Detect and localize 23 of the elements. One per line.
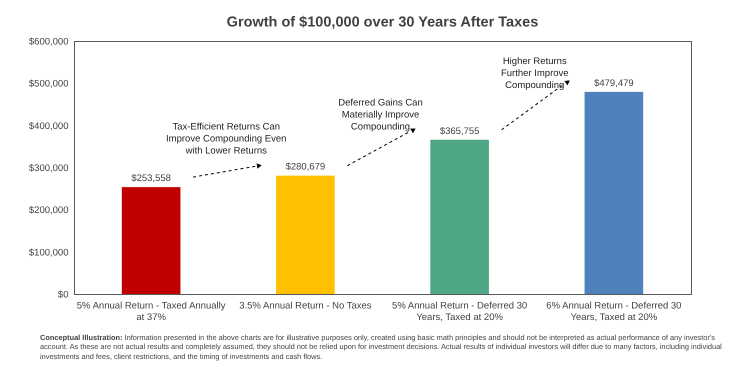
y-tick-label: $200,000 bbox=[28, 205, 68, 216]
bar bbox=[122, 187, 180, 294]
data-label: $280,679 bbox=[286, 162, 326, 173]
annotation: Tax-Efficient Returns Can Improve Compounding Even with Lower Returns bbox=[166, 121, 286, 156]
y-tick-label: $400,000 bbox=[28, 120, 68, 132]
chart-title: Growth of $100,000 over 30 Years After Taxes bbox=[226, 14, 538, 30]
y-tick-label: $0 bbox=[58, 290, 68, 300]
data-label: $365,755 bbox=[440, 126, 480, 137]
bar bbox=[430, 140, 489, 294]
annotation: Deferred Gains Can Materially Improve Compounding bbox=[338, 98, 423, 133]
y-tick-label: $500,000 bbox=[28, 78, 68, 90]
y-tick-label: $600,000 bbox=[28, 36, 68, 48]
annotation: Higher Returns Further Improve Compounding bbox=[500, 56, 569, 91]
x-tick-label: 5% Annual Return - Deferred 30 Years, Taxed at 20% bbox=[392, 300, 528, 323]
y-tick-label: $300,000 bbox=[28, 163, 68, 174]
x-tick-label: 5% Annual Return - Taxed Annually at 37% bbox=[76, 300, 226, 323]
data-label: $479,479 bbox=[594, 78, 634, 89]
data-label: $253,558 bbox=[131, 173, 171, 184]
x-tick-label: 3.5% Annual Return - No Taxes bbox=[239, 300, 372, 312]
y-tick-label: $100,000 bbox=[28, 247, 68, 258]
bar bbox=[276, 176, 335, 294]
bar bbox=[584, 92, 644, 294]
x-tick-label: 6% Annual Return - Deferred 30 Years, Taxed at 20% bbox=[546, 300, 682, 323]
